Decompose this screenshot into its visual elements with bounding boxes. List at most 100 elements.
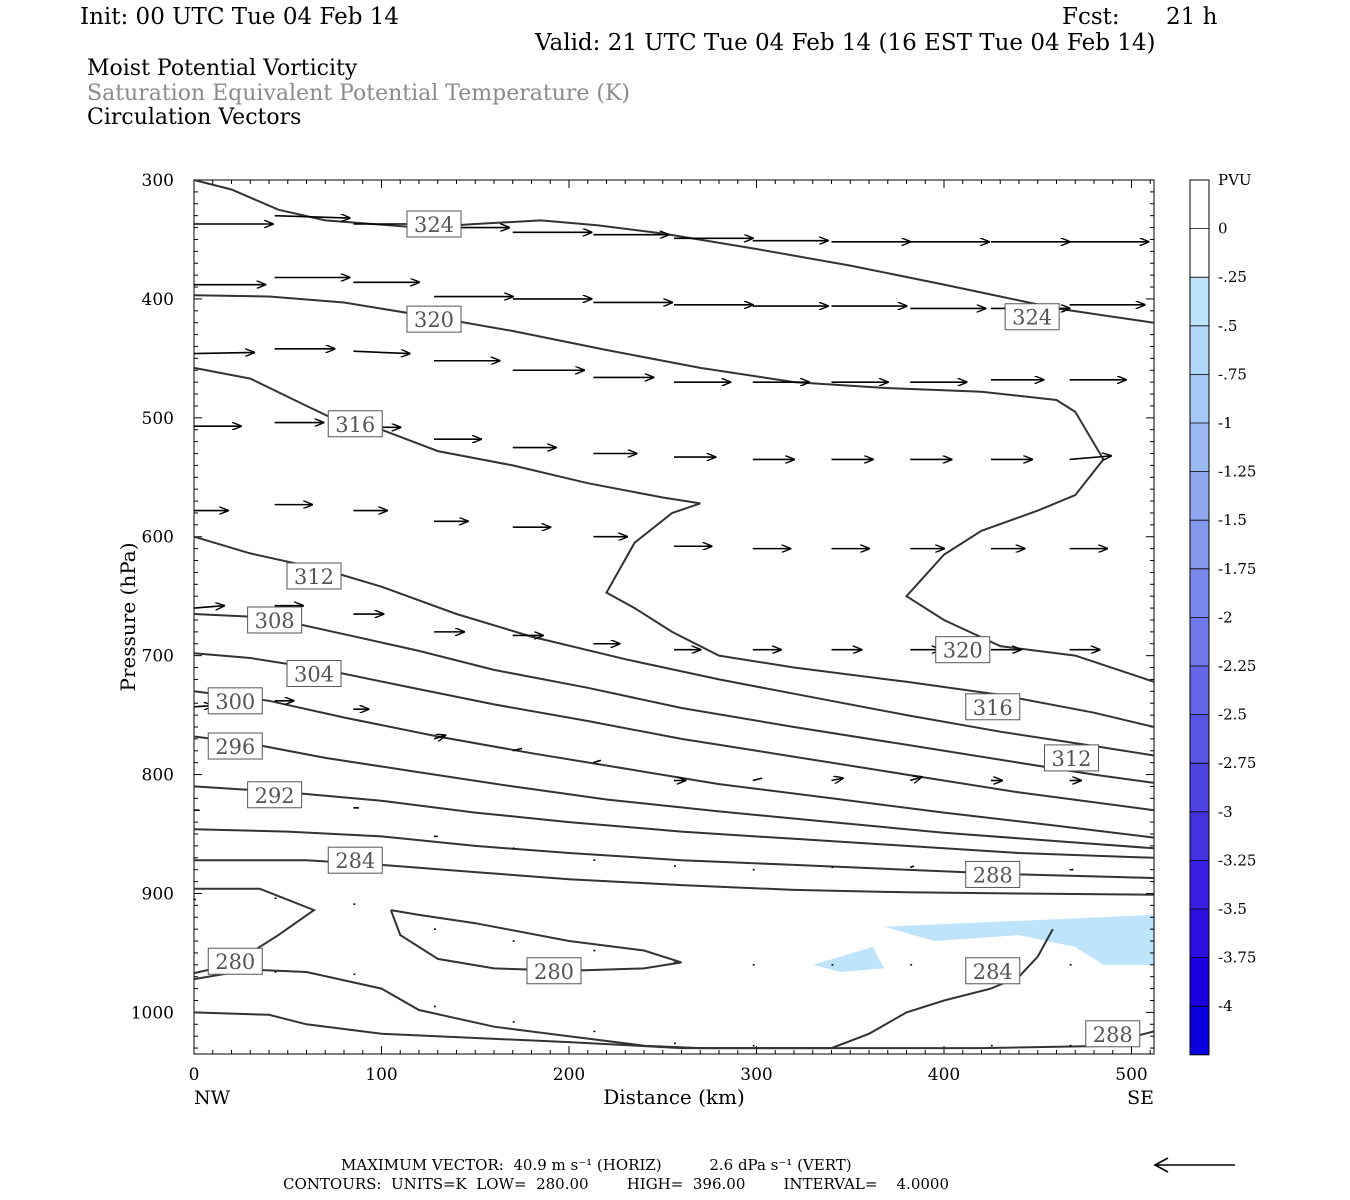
y-tick-label: 900 [142,884,174,904]
contour-label: 312 [294,565,334,589]
contour-label-box [526,957,582,985]
contour-label: 320 [943,639,983,663]
plot-frame [193,179,1155,1055]
colorbar-level-label: -.25 [1218,268,1247,286]
contour-label: 304 [294,662,334,686]
contour-label-box [247,606,303,634]
colorbar-segment [1190,374,1209,423]
colorbar-level-label: -2.5 [1218,706,1247,724]
colorbar-segment [1190,957,1209,1007]
title-theta-es: Saturation Equivalent Potential Temperat… [87,81,630,106]
theta-es-contour-296 [193,735,1155,850]
colorbar-segment [1190,714,1209,764]
theta-es-contour-320 [193,294,1155,683]
contour-label: 308 [255,609,295,633]
colorbar-segment [1190,763,1209,812]
colorbar-level-label: -2.25 [1218,657,1256,675]
circulation-vector [1069,456,1111,460]
contour-label: 288 [973,863,1013,887]
contour-label-box [286,659,342,687]
contour-label: 292 [255,784,295,808]
theta-es-contour-308 [193,613,1155,784]
circulation-vector [353,351,409,353]
colorbar-segment [1190,325,1209,375]
title-circulation: Circulation Vectors [87,105,302,130]
contour-label: 288 [1093,1023,1133,1047]
contour-label-box [965,693,1021,721]
contour-label-box [406,210,462,238]
colorbar-frame [1189,179,1210,1056]
contour-label: 320 [414,308,454,332]
circulation-vector [193,352,254,353]
colorbar-segment [1190,666,1209,715]
colorbar-segment [1190,617,1209,666]
contour-label-box [247,781,303,809]
forecast-label: Fcst: [1062,4,1120,30]
circulation-vector [193,606,224,608]
colorbar-segment [1190,277,1209,326]
theta-es-contour-292 [193,785,1155,859]
pv-shade-region [812,946,884,972]
contour-label: 316 [335,413,375,437]
reference-vector-head [1153,1157,1169,1173]
colorbar-level-label: -1 [1218,414,1233,432]
colorbar-level-label: -1.25 [1218,463,1256,481]
contour-label: 324 [414,213,454,237]
x-axis-title: Distance (km) [603,1085,745,1109]
theta-es-contour-324 [193,179,1155,324]
contour-label-box [207,732,263,760]
y-axis-title: Pressure (hPa) [116,543,140,692]
contour-label-box [965,957,1021,985]
y-tick-label: 500 [142,409,174,429]
circulation-vector [831,778,843,780]
colorbar-segment [1190,909,1209,958]
x-tick-label: 0 [189,1065,200,1085]
contour-label: 324 [1012,306,1052,330]
x-tick-label: 500 [1115,1065,1147,1085]
contour-label-box [965,860,1021,888]
contour-label: 316 [973,696,1013,720]
contour-label: 300 [215,690,255,714]
y-tick-label: 600 [142,528,174,548]
max-vector-note: MAXIMUM VECTOR: 40.9 m s⁻¹ (HORIZ) 2.6 d… [341,1156,852,1174]
circulation-vector [512,747,523,752]
contour-label-box [327,846,383,874]
circulation-vector [910,865,915,869]
colorbar-level-label: -2.75 [1218,754,1256,772]
contour-label-box [935,636,991,664]
y-tick-label: 800 [142,766,174,786]
contour-label-box [1004,303,1060,331]
colorbar-level-label: -1.5 [1218,511,1247,529]
y-tick-label: 700 [142,647,174,667]
contour-label: 284 [335,849,375,873]
colorbar-level-label: -3.25 [1218,851,1256,869]
colorbar-segment [1190,1006,1209,1055]
pv-shade-region [884,914,1154,965]
contour-label-box [1044,744,1099,772]
colorbar-segment [1190,180,1209,229]
colorbar-level-label: -3.75 [1218,949,1256,967]
colorbar-level-label: -.5 [1218,317,1237,335]
contour-label: 312 [1051,747,1091,771]
circulation-vector [752,777,763,782]
y-tick-label: 1000 [131,1003,174,1023]
colorbar-segment [1190,423,1209,472]
contour-label-box [1085,1020,1141,1048]
contour-label: 280 [215,950,255,974]
contour-label-box [406,305,462,333]
colorbar-segment [1190,228,1209,278]
circulation-vector [433,735,445,739]
theta-es-contour-288 [193,828,1155,879]
colorbar-segment [1190,860,1209,909]
init-time: Init: 00 UTC Tue 04 Feb 14 [80,4,400,30]
title-mpv: Moist Potential Vorticity [87,56,358,81]
colorbar-segment [1190,520,1209,569]
colorbar-level-label: -3 [1218,803,1233,821]
x-tick-label: 100 [365,1065,397,1085]
theta-es-contour-280 [389,909,682,972]
circulation-vector [593,759,602,764]
colorbar-level-label: 0 [1218,220,1228,238]
endpoint-nw: NW [194,1087,231,1109]
valid-time: Valid: 21 UTC Tue 04 Feb 14 (16 EST Tue … [535,30,1156,56]
